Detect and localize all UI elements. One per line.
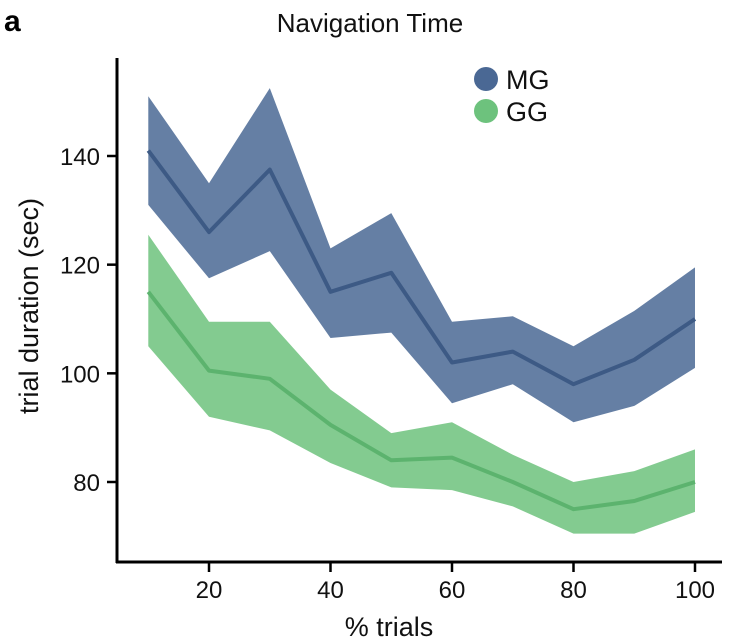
y-tick-label: 140 (60, 144, 100, 171)
x-ticks: 20 40 60 80 100 (196, 562, 715, 604)
x-axis-label: % trials (345, 612, 434, 642)
y-tick-label: 120 (60, 253, 100, 280)
x-tick-label: 80 (560, 577, 587, 604)
confidence-bands (148, 88, 696, 534)
mg-legend-marker (474, 67, 498, 91)
x-tick-label: 60 (439, 577, 466, 604)
mg-confidence-band (148, 88, 696, 423)
gg-legend-marker (474, 99, 498, 123)
chart-title: Navigation Time (277, 8, 463, 38)
mean-lines (146, 149, 697, 512)
panel-label: a (4, 5, 21, 38)
x-tick-label: 100 (675, 577, 715, 604)
gg-mean-line (146, 290, 696, 512)
y-axis-label: trial duration (sec) (14, 198, 44, 414)
mg-legend-label: MG (506, 65, 550, 95)
y-tick-label: 100 (60, 361, 100, 388)
gg-confidence-band (148, 234, 696, 534)
gg-legend-label: GG (506, 97, 548, 127)
y-ticks: 80 100 120 140 (60, 144, 117, 497)
mg-mean-line (146, 149, 697, 387)
y-tick-label: 80 (73, 470, 100, 497)
x-tick-label: 40 (317, 577, 344, 604)
x-tick-label: 20 (196, 577, 223, 604)
